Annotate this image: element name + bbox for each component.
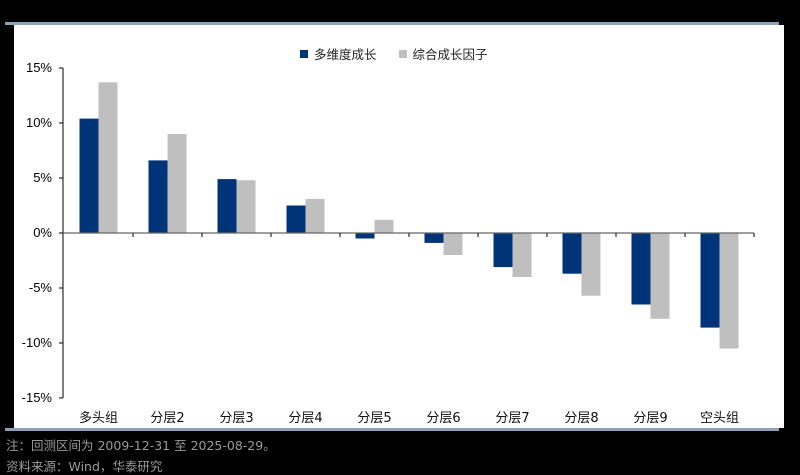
x-tick-label: 多头组 xyxy=(78,411,118,426)
legend-swatch-gray-icon xyxy=(398,49,407,58)
chart-panel xyxy=(14,25,784,428)
bar-series2 xyxy=(167,134,187,233)
legend-label: 综合成长因子 xyxy=(412,47,488,62)
x-tick-label: 分层3 xyxy=(219,411,254,426)
bar-series1 xyxy=(148,160,168,233)
bar-series2 xyxy=(98,82,118,233)
bar-series2 xyxy=(374,219,394,233)
x-tick-label: 分层6 xyxy=(426,411,461,426)
y-tick-label: -5% xyxy=(28,280,52,295)
y-tick-label: 15% xyxy=(25,60,52,75)
bar-series2 xyxy=(305,198,325,233)
legend-item-series1: 多维度成长 xyxy=(300,44,377,63)
bar-series2 xyxy=(650,233,670,319)
bar-series1 xyxy=(79,118,99,233)
y-tick-label: -10% xyxy=(21,335,52,350)
bar-series2 xyxy=(236,180,256,233)
x-tick-label: 分层8 xyxy=(564,411,599,426)
bar-series1 xyxy=(493,233,513,268)
bar-series1 xyxy=(355,233,375,239)
bar-series1 xyxy=(700,233,720,328)
x-tick-label: 分层7 xyxy=(495,411,530,426)
bar-series2 xyxy=(581,233,601,296)
bar-series1 xyxy=(424,233,444,243)
bar-series1 xyxy=(217,179,237,233)
legend-swatch-blue-icon xyxy=(300,49,308,58)
bar-series2 xyxy=(719,233,739,349)
x-tick-label: 分层2 xyxy=(150,411,185,426)
y-tick-label: 10% xyxy=(25,115,52,130)
legend-item-series2: 综合成长因子 xyxy=(398,44,488,63)
legend-label: 多维度成长 xyxy=(314,47,377,62)
footnote-period: 注：回测区间为 2009-12-31 至 2025-08-29。 xyxy=(6,438,276,453)
bottom-rule xyxy=(5,428,779,431)
bar-series1 xyxy=(562,233,582,274)
bar-series1 xyxy=(286,205,306,233)
y-tick-label: 5% xyxy=(33,170,52,185)
x-tick-label: 分层5 xyxy=(357,411,392,426)
footnote-source: 资料来源：Wind，华泰研究 xyxy=(6,459,163,474)
bar-series1 xyxy=(631,233,651,305)
bar-series2 xyxy=(443,233,463,255)
x-tick-label: 分层9 xyxy=(633,411,668,426)
x-tick-label: 分层4 xyxy=(288,411,323,426)
bar-series2 xyxy=(512,233,532,277)
y-tick-label: 0% xyxy=(33,225,52,240)
top-rule xyxy=(5,22,779,25)
legend: 多维度成长 综合成长因子 xyxy=(300,44,488,63)
x-tick-label: 空头组 xyxy=(699,411,739,426)
y-tick-label: -15% xyxy=(21,390,52,405)
